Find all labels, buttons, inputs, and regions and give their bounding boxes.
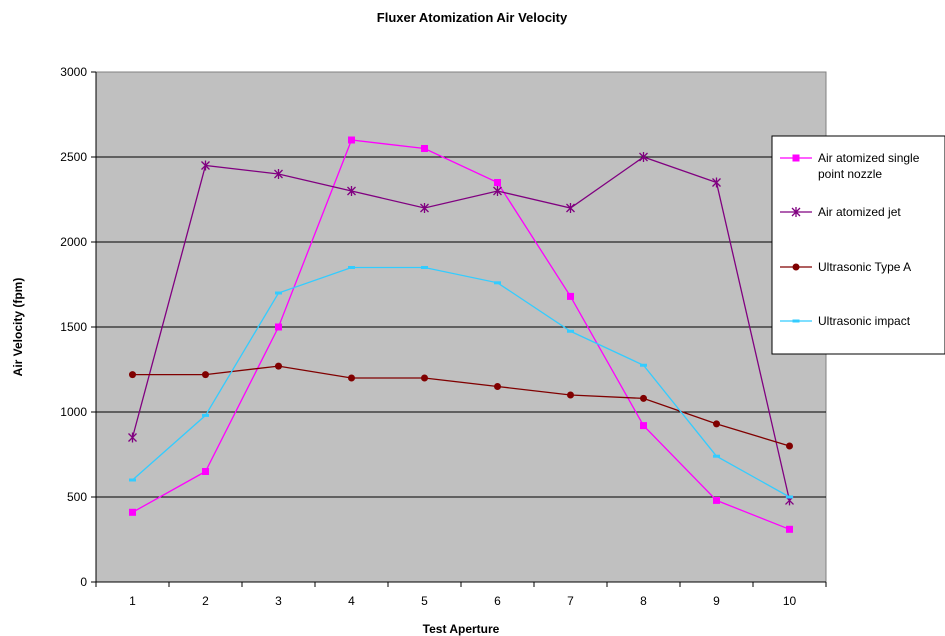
legend-label: Air atomized jet <box>818 205 901 219</box>
chart-title: Fluxer Atomization Air Velocity <box>377 10 568 25</box>
legend-swatch-marker <box>792 319 800 323</box>
series-line <box>131 156 791 501</box>
y-tick-label: 2500 <box>60 150 87 164</box>
data-point <box>713 496 720 504</box>
y-tick-label: 0 <box>80 575 87 589</box>
data-point <box>639 152 648 162</box>
y-tick-label: 500 <box>67 490 87 504</box>
data-point <box>421 374 428 382</box>
data-point <box>202 371 209 379</box>
data-point <box>786 442 793 450</box>
data-point <box>713 454 720 458</box>
data-point <box>347 186 356 196</box>
data-point <box>421 266 428 269</box>
data-point <box>640 363 647 367</box>
legend-swatch-marker <box>792 263 800 271</box>
x-tick-label: 2 <box>202 594 209 608</box>
data-point <box>640 422 647 430</box>
x-axis-ticks: 1 2 3 4 5 6 7 8 9 10 <box>95 582 827 608</box>
legend-entry: Ultrasonic Type A <box>780 260 911 274</box>
legend-label: Air atomized single point nozzle <box>818 151 920 181</box>
data-point <box>712 177 721 188</box>
legend-swatch-marker <box>792 154 800 162</box>
data-point <box>786 495 793 499</box>
x-tick-label: 6 <box>494 594 501 608</box>
data-point <box>275 323 282 331</box>
data-point <box>493 186 502 196</box>
legend-entry: Air atomized jet <box>780 205 901 219</box>
data-point <box>275 362 282 370</box>
data-point <box>786 525 793 533</box>
y-tick-label: 2000 <box>60 235 87 249</box>
data-point <box>494 281 501 285</box>
legend-swatch-marker <box>791 207 801 217</box>
data-point <box>567 329 574 333</box>
data-point <box>128 432 137 443</box>
x-axis-label: Test Aperture <box>423 622 500 636</box>
data-point <box>348 136 355 144</box>
legend-label: Ultrasonic Type A <box>818 260 911 274</box>
legend-items: Air atomized single point nozzle Air atomi… <box>780 151 920 328</box>
data-point <box>567 292 574 300</box>
y-tick-label: 3000 <box>60 65 87 79</box>
data-point <box>274 169 283 179</box>
data-point <box>713 420 720 428</box>
data-point <box>129 371 136 379</box>
legend-box <box>771 135 945 355</box>
data-point <box>494 179 501 186</box>
series-1 <box>129 136 793 533</box>
data-point <box>348 374 355 382</box>
data-point <box>420 203 429 213</box>
data-point <box>275 291 282 295</box>
x-tick-label: 1 <box>129 594 136 608</box>
x-tick-label: 4 <box>348 594 355 608</box>
y-tick-label: 1500 <box>60 320 87 334</box>
data-point <box>567 391 574 399</box>
x-tick-label: 8 <box>640 594 647 608</box>
y-tick-label: 1000 <box>60 405 87 419</box>
data-point <box>640 394 647 402</box>
y-axis-label: Air Velocity (fpm) <box>11 278 25 377</box>
x-tick-label: 9 <box>713 594 720 608</box>
data-point <box>129 478 136 482</box>
y-axis-ticks: 0 500 1000 1500 2000 2500 3000 <box>60 65 96 589</box>
x-tick-label: 3 <box>275 594 282 608</box>
series-4 <box>129 266 793 499</box>
legend: Air atomized single point nozzle Air atomi… <box>771 135 945 355</box>
x-tick-label: 10 <box>783 594 797 608</box>
series-line <box>132 266 790 498</box>
series-2 <box>128 152 794 506</box>
data-point <box>202 413 209 417</box>
data-point <box>566 203 575 213</box>
legend-entry: Ultrasonic impact <box>780 314 911 328</box>
data-point <box>202 468 209 475</box>
x-tick-label: 5 <box>421 594 428 608</box>
series-group <box>128 136 794 533</box>
legend-label: Ultrasonic impact <box>818 314 911 328</box>
x-tick-label: 7 <box>567 594 574 608</box>
data-point <box>348 266 355 269</box>
series-line <box>132 139 790 530</box>
data-point <box>494 383 501 390</box>
legend-entry: Air atomized single point nozzle <box>780 151 920 181</box>
gridlines <box>96 156 826 498</box>
data-point <box>129 508 136 516</box>
data-point <box>421 145 428 152</box>
data-point <box>201 160 210 171</box>
